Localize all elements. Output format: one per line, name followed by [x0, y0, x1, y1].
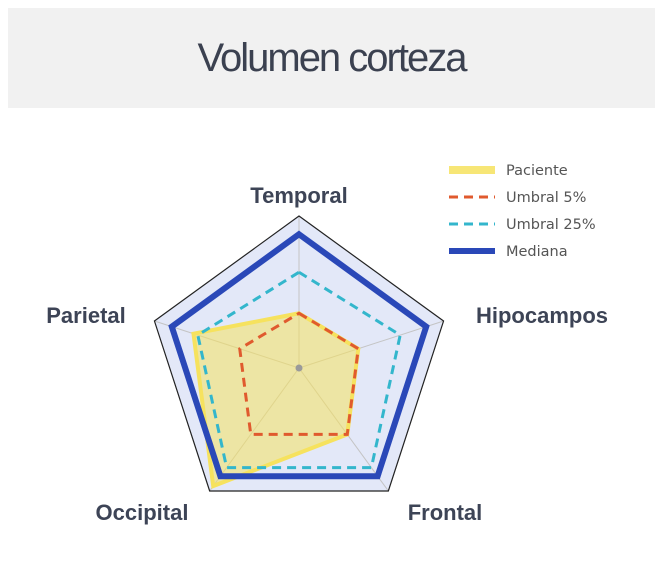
radar-center — [295, 364, 303, 372]
title-bar: Volumen corteza — [8, 8, 655, 108]
radar-outline — [153, 215, 445, 492]
axis-label-hipocampos: Hipocampos — [476, 303, 608, 328]
axis-label-occipital: Occipital — [96, 500, 189, 525]
legend-label-paciente: Paciente — [506, 163, 568, 179]
chart-title: Volumen corteza — [197, 35, 468, 80]
axis-labels: Temporal Hipocampos Frontal Occipital Pariet… — [46, 183, 608, 525]
axis-label-frontal: Frontal — [408, 500, 483, 525]
legend-label-umbral-25: Umbral 25% — [506, 217, 596, 233]
axis-label-parietal: Parietal — [46, 303, 126, 328]
series-mediana — [168, 230, 430, 480]
series-paciente — [191, 311, 361, 489]
legend-label-mediana: Mediana — [506, 244, 568, 260]
radar-series — [168, 230, 430, 489]
axis-label-temporal: Temporal — [250, 183, 347, 208]
legend: Paciente Umbral 5% Umbral 25% Mediana — [449, 163, 596, 260]
series-umbral-5 — [238, 311, 360, 436]
legend-label-umbral-5: Umbral 5% — [506, 190, 586, 206]
